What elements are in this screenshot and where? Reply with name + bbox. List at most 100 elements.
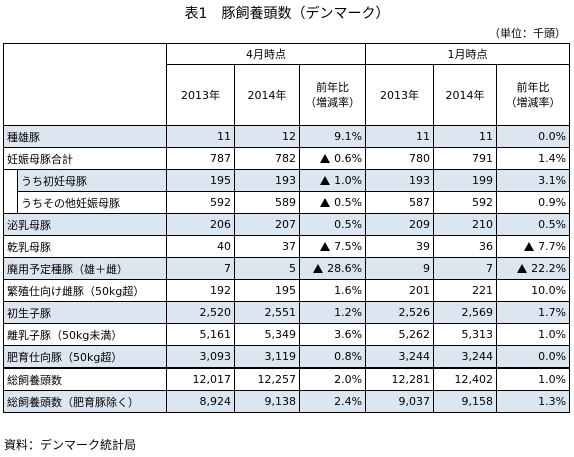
cell-april-2013: 7 xyxy=(166,257,235,280)
table-row: うちその他妊娠母豚 592 589 0.5% 587 592 0.9% xyxy=(3,191,571,214)
header-january-2014: 2014年 xyxy=(433,64,498,126)
cell-value: 206 xyxy=(210,218,231,231)
table-row: 妊娠母豚合計 787 782 0.6% 780 791 1.4% xyxy=(3,147,571,170)
cell-value: 0.0% xyxy=(538,130,567,143)
cell-value: 1.4% xyxy=(538,152,567,165)
cell-value: 1.0% xyxy=(538,373,567,386)
header-ratio-line1: 前年比 xyxy=(316,81,350,94)
cell-april-ratio: 2.0% xyxy=(298,367,367,391)
row-label: 種雄豚 xyxy=(3,125,167,148)
row-label: 総飼養頭数（肥育豚除く） xyxy=(3,390,167,413)
cell-value: 3.1% xyxy=(538,174,567,187)
cell-value: 192 xyxy=(210,284,231,297)
cell-value: 5,313 xyxy=(461,328,494,341)
cell-value: 1.0% xyxy=(334,174,363,187)
decrease-triangle-icon xyxy=(320,198,331,207)
cell-january-ratio: 0.0% xyxy=(496,125,571,148)
pig-inventory-table: 4月時点 1月時点 2013年 2014年 前年比 （増減率） 2013年 201… xyxy=(3,43,571,413)
cell-april-2014: 207 xyxy=(234,213,300,236)
row-label: 総飼養頭数 xyxy=(3,367,167,391)
cell-january-ratio: 0.0% xyxy=(496,345,571,369)
cell-value: 2.0% xyxy=(334,373,363,386)
cell-january-2013: 201 xyxy=(365,279,435,302)
cell-value: 0.0% xyxy=(538,350,567,363)
cell-january-2013: 3,244 xyxy=(365,345,435,369)
cell-value: 210 xyxy=(472,218,494,231)
cell-value: 3,093 xyxy=(199,350,232,363)
cell-january-2014: 221 xyxy=(433,279,498,302)
table-row: 初生子豚 2,520 2,551 1.2% 2,526 2,569 1.7% xyxy=(3,301,571,324)
row-label: 泌乳母豚 xyxy=(3,213,167,236)
cell-value: 12,281 xyxy=(391,373,431,386)
cell-value: 5,349 xyxy=(264,328,297,341)
cell-value: 11 xyxy=(217,130,231,143)
cell-value: 9 xyxy=(423,262,431,275)
cell-april-2013: 592 xyxy=(166,191,235,214)
cell-value: 0.6% xyxy=(334,152,363,165)
cell-april-2014: 5,349 xyxy=(234,323,300,346)
header-blank-cell xyxy=(3,43,167,126)
cell-january-ratio: 1.7% xyxy=(496,301,571,324)
cell-january-2014: 592 xyxy=(433,191,498,214)
cell-january-2013: 780 xyxy=(365,147,435,170)
cell-value: 1.2% xyxy=(334,306,363,319)
cell-april-ratio: 0.8% xyxy=(298,345,367,369)
cell-value: 12,017 xyxy=(192,373,232,386)
row-label: 妊娠母豚合計 xyxy=(3,147,167,170)
cell-april-2014: 3,119 xyxy=(234,345,300,369)
cell-january-2013: 2,526 xyxy=(365,301,435,324)
cell-value: 39 xyxy=(416,240,431,253)
cell-value: 2.4% xyxy=(334,395,363,408)
cell-january-2014: 210 xyxy=(433,213,498,236)
cell-value: 9,158 xyxy=(461,395,494,408)
cell-april-2014: 9,138 xyxy=(234,390,300,413)
cell-january-ratio: 0.9% xyxy=(496,191,571,214)
cell-april-2013: 3,093 xyxy=(166,345,235,369)
header-january: 1月時点 xyxy=(365,43,571,65)
cell-april-ratio: 0.5% xyxy=(298,191,367,214)
header-ratio-line1: 前年比 xyxy=(516,81,550,94)
cell-value: 0.9% xyxy=(538,196,567,209)
cell-april-2014: 37 xyxy=(234,235,300,258)
cell-april-2013: 192 xyxy=(166,279,235,302)
cell-january-ratio: 1.0% xyxy=(496,367,571,391)
cell-value: 11 xyxy=(479,130,494,143)
cell-value: 0.5% xyxy=(538,218,567,231)
row-label: 廃用予定種豚（雄＋雌） xyxy=(3,257,167,280)
cell-january-2014: 7 xyxy=(433,257,498,280)
row-label: 肥育仕向豚（50kg超） xyxy=(3,345,167,369)
cell-january-2013: 587 xyxy=(365,191,435,214)
cell-april-2014: 2,551 xyxy=(234,301,300,324)
cell-value: 2,569 xyxy=(461,306,494,319)
row-label: うちその他妊娠母豚 xyxy=(17,191,167,214)
cell-january-2014: 11 xyxy=(433,125,498,148)
row-label: 繁殖仕向け雌豚（50kg超） xyxy=(3,279,167,302)
cell-april-2014: 12,257 xyxy=(234,367,300,391)
cell-april-2014: 195 xyxy=(234,279,300,302)
cell-april-ratio: 0.5% xyxy=(298,213,367,236)
cell-value: 3,244 xyxy=(461,350,494,363)
table-row: 繁殖仕向け雌豚（50kg超） 192 195 1.6% 201 221 10.0% xyxy=(3,279,571,302)
cell-april-2013: 8,924 xyxy=(166,390,235,413)
cell-value: 28.6% xyxy=(327,262,363,275)
cell-value: 195 xyxy=(275,284,296,297)
cell-value: 36 xyxy=(479,240,494,253)
cell-value: 782 xyxy=(275,152,296,165)
cell-april-ratio: 2.4% xyxy=(298,390,367,413)
cell-april-ratio: 9.1% xyxy=(298,125,367,148)
indent-cell xyxy=(3,191,18,214)
cell-january-2013: 9 xyxy=(365,257,435,280)
table-row: 肥育仕向豚（50kg超） 3,093 3,119 0.8% 3,244 3,244 0.0% xyxy=(3,345,571,369)
cell-april-2014: 12 xyxy=(234,125,300,148)
cell-january-ratio: 0.5% xyxy=(496,213,571,236)
cell-april-ratio: 1.2% xyxy=(298,301,367,324)
table-body: 種雄豚 11 12 9.1% 11 11 0.0% 妊娠母豚合計 787 782 0.6% 780 79… xyxy=(3,125,571,413)
cell-value: 7 xyxy=(486,262,494,275)
cell-value: 11 xyxy=(416,130,431,143)
cell-value: 9,037 xyxy=(398,395,431,408)
cell-january-2013: 209 xyxy=(365,213,435,236)
cell-april-2013: 206 xyxy=(166,213,235,236)
cell-value: 209 xyxy=(409,218,431,231)
cell-value: 0.5% xyxy=(334,218,363,231)
table-row: 泌乳母豚 206 207 0.5% 209 210 0.5% xyxy=(3,213,571,236)
